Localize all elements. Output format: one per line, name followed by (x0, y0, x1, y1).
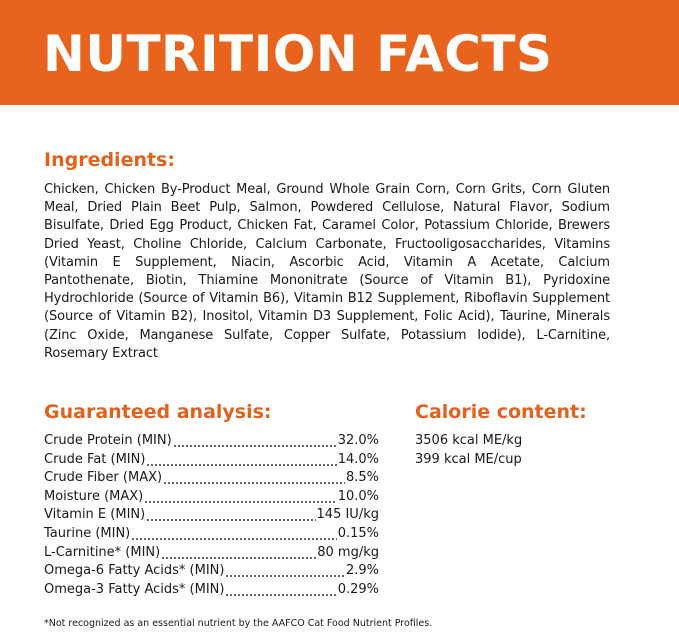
ingredients-heading: Ingredients: (44, 149, 175, 171)
calorie-list: 3506 kcal ME/kg 399 kcal ME/cup (415, 432, 522, 469)
dot-leader (131, 524, 337, 544)
nutrient-value: 2.9% (345, 563, 379, 579)
calorie-line: 399 kcal ME/cup (415, 451, 522, 467)
nutrient-value: 10.0% (337, 488, 379, 504)
ingredients-text: Chicken, Chicken By-Product Meal, Ground… (44, 182, 610, 361)
analysis-row: Omega-3 Fatty Acids* (MIN) 0.29% (44, 580, 379, 600)
analysis-row: Crude Fat (MIN) 14.0% (44, 450, 379, 470)
analysis-row: Vitamin E (MIN) 145 IU/kg (44, 506, 379, 525)
nutrient-value: 8.5% (345, 470, 379, 486)
analysis-row: Moisture (MAX) 10.0% (44, 487, 379, 507)
nutrient-name: Crude Fiber (MAX) (44, 470, 163, 486)
analysis-row: L-Carnitine* (MIN) 80 mg/kg (44, 543, 379, 563)
dot-leader (172, 432, 337, 451)
analysis-row: Taurine (MIN) 0.15% (44, 524, 379, 544)
nutrient-name: Omega-6 Fatty Acids* (MIN) (44, 563, 225, 579)
analysis-row: Crude Fiber (MAX) 8.5% (44, 469, 379, 488)
nutrient-value: 80 mg/kg (317, 544, 379, 560)
nutrient-name: Crude Fat (MIN) (44, 451, 146, 467)
analysis-heading: Guaranteed analysis: (44, 401, 272, 423)
nutrient-name: L-Carnitine* (MIN) (44, 544, 161, 560)
dot-leader (144, 487, 337, 507)
calorie-line: 3506 kcal ME/kg (415, 433, 523, 448)
analysis-row: Omega-6 Fatty Acids* (MIN) 2.9% (44, 562, 379, 581)
footnote: *Not recognized as an essential nutrient… (44, 618, 433, 629)
dot-leader (225, 580, 337, 600)
nutrient-value: 0.15% (337, 525, 379, 541)
nutrient-name: Moisture (MAX) (44, 488, 144, 504)
nutrient-value: 145 IU/kg (316, 507, 379, 523)
nutrient-name: Crude Protein (MIN) (44, 433, 172, 448)
dot-leader (146, 450, 337, 470)
dot-leader (146, 506, 316, 525)
dot-leader (161, 543, 317, 563)
title: NUTRITION FACTS (43, 25, 553, 83)
calorie-heading: Calorie content: (415, 401, 587, 423)
nutrient-name: Omega-3 Fatty Acids* (MIN) (44, 581, 225, 597)
header-band: NUTRITION FACTS (0, 0, 679, 105)
analysis-table: Crude Protein (MIN) 32.0% Crude Fat (MIN) 1… (44, 432, 379, 600)
nutrient-name: Taurine (MIN) (44, 525, 131, 541)
dot-leader (163, 469, 345, 488)
nutrient-name: Vitamin E (MIN) (44, 507, 146, 523)
dot-leader (225, 562, 345, 581)
nutrient-value: 14.0% (337, 451, 379, 467)
nutrient-value: 32.0% (337, 433, 379, 448)
nutrient-value: 0.29% (337, 581, 379, 597)
analysis-row: Crude Protein (MIN) 32.0% (44, 432, 379, 451)
